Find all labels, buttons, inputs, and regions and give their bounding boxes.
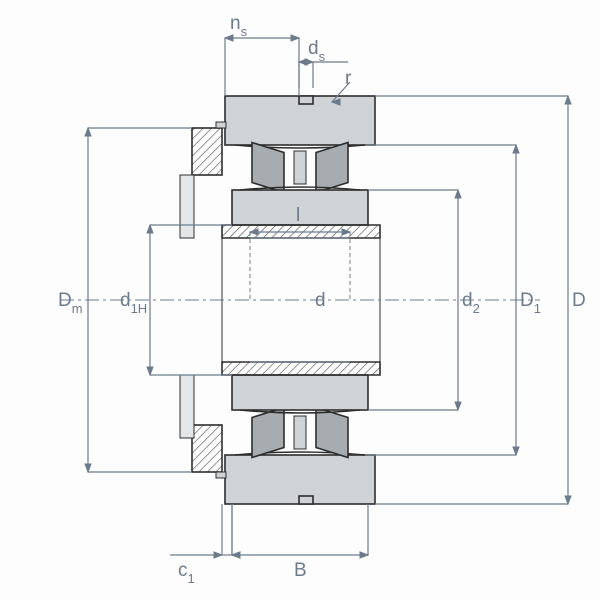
label-B: B: [294, 560, 307, 582]
label-c1: c1: [178, 560, 195, 584]
drawing-canvas: [0, 0, 600, 600]
label-r: r: [345, 68, 351, 90]
label-d2: d2: [462, 290, 480, 314]
label-d: d: [315, 290, 326, 312]
label-Dm: Dm: [58, 290, 83, 314]
label-ns: ns: [230, 13, 247, 37]
bearing-technical-drawing: D D1 d2 d d1H Dm l B c1 ns ds r: [0, 0, 600, 600]
label-ds: ds: [308, 38, 325, 62]
label-l: l: [296, 205, 300, 227]
label-D1: D1: [520, 290, 541, 314]
label-D: D: [572, 290, 586, 312]
label-d1H: d1H: [120, 290, 147, 314]
